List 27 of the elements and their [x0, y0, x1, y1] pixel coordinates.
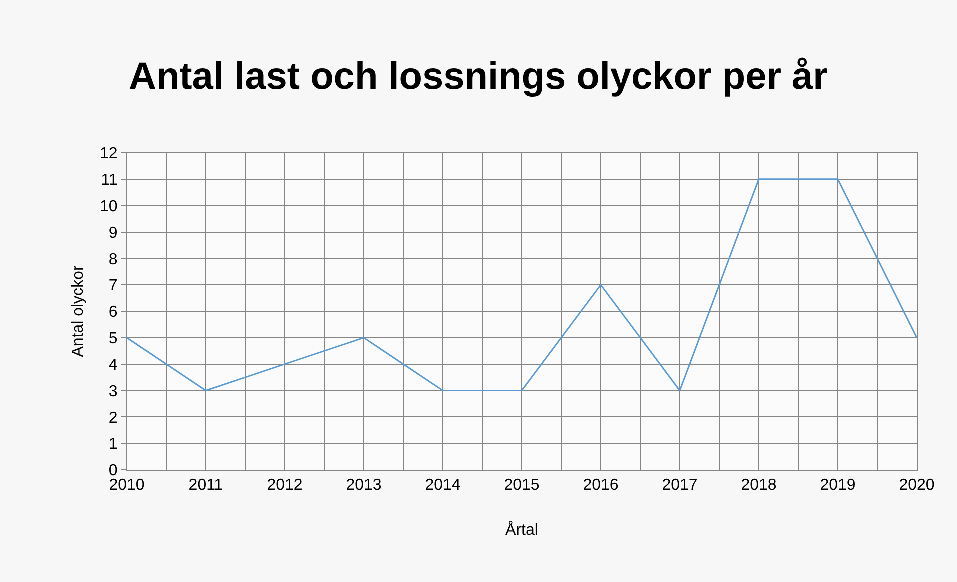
- y-tick-label: 4: [108, 356, 118, 374]
- x-tick-label: 2013: [346, 477, 382, 494]
- y-tick-label: 3: [108, 383, 118, 400]
- y-tick-label: 7: [108, 278, 118, 295]
- x-tick-label: 2019: [820, 477, 856, 494]
- x-tick-label: 2015: [504, 477, 540, 494]
- chart-title: Antal last och lossnings olyckor per år: [129, 56, 828, 98]
- y-tick-label: 0: [108, 462, 118, 480]
- y-tick-label: 12: [100, 146, 118, 163]
- y-tick-label: 10: [100, 198, 118, 216]
- x-tick-label: 2011: [188, 477, 224, 494]
- x-tick-label: 2017: [662, 477, 698, 494]
- x-axis-title: Årtal: [506, 520, 538, 539]
- x-tick-label: 2012: [267, 477, 303, 494]
- y-tick-label: 9: [108, 224, 118, 242]
- x-tick-label: 2020: [899, 477, 935, 494]
- y-axis-title: Antal olyckor: [70, 265, 87, 358]
- y-tick-label: 2: [108, 410, 118, 427]
- y-tick-label: 1: [108, 436, 118, 454]
- x-tick-label: 2016: [583, 477, 619, 494]
- y-tick-label: 6: [108, 304, 118, 322]
- y-tick-label: 11: [101, 172, 118, 190]
- y-tick-label: 8: [108, 251, 118, 268]
- x-tick-label: 2014: [425, 477, 461, 494]
- x-tick-label: 2010: [109, 477, 145, 494]
- x-tick-label: 2018: [741, 477, 777, 494]
- y-tick-label: 5: [108, 330, 118, 348]
